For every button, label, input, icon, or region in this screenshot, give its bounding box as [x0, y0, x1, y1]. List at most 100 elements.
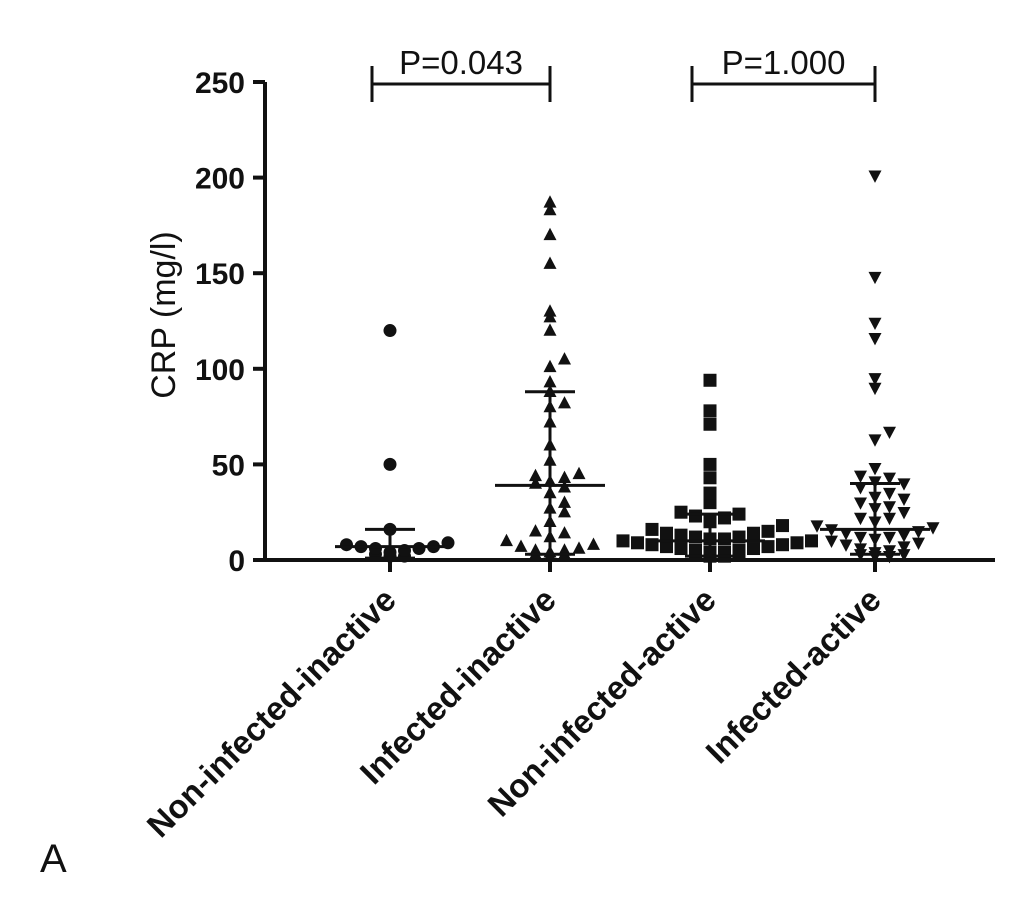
data-point: [616, 534, 630, 548]
data-point: [854, 482, 867, 495]
data-point: [854, 543, 867, 556]
data-point: [854, 497, 867, 510]
y-tick-label: 0: [228, 545, 245, 578]
data-point: [805, 534, 818, 548]
data-point: [897, 507, 911, 520]
data-point: [732, 543, 746, 557]
data-point: [674, 528, 688, 542]
data-point: [543, 227, 557, 241]
data-point: [868, 382, 882, 396]
data-point: [897, 529, 911, 543]
x-category-label: Non-infected-inactive: [140, 581, 403, 844]
y-axis-title: CRP (mg/l): [145, 231, 183, 399]
significance-brackets: P=0.043 P=1.000: [370, 44, 877, 102]
data-point: [572, 466, 586, 480]
data-point: [660, 526, 673, 540]
x-axis: Non-infected-inactiveInfected-inactiveNo…: [140, 558, 995, 844]
data-point: [897, 549, 911, 562]
data-point: [747, 526, 760, 540]
data-point: [883, 545, 896, 558]
data-point: [868, 271, 882, 285]
data-point: [558, 352, 571, 365]
data-point: [776, 519, 789, 533]
data-point: [810, 520, 824, 533]
y-tick-label: 100: [195, 354, 245, 387]
data-point: [883, 426, 896, 440]
data-point: [674, 542, 688, 556]
significance-bracket: [690, 66, 877, 102]
data-point: [703, 417, 717, 431]
data-point: [854, 531, 867, 545]
data-point: [703, 373, 717, 387]
data-point: [587, 537, 600, 550]
data-point: [689, 543, 702, 557]
data-point: [558, 495, 571, 508]
data-point: [340, 538, 353, 552]
data-point: [543, 375, 557, 388]
data-point: [543, 304, 557, 317]
data-point: [558, 396, 571, 409]
data-point: [718, 532, 731, 546]
y-tick-label: 250: [195, 67, 245, 100]
data-point: [897, 541, 911, 554]
data-point: [703, 486, 717, 500]
data-point: [703, 471, 717, 485]
data-point: [529, 524, 542, 537]
data-point: [897, 493, 911, 506]
data-point: [883, 512, 896, 526]
data-point: [868, 170, 882, 183]
data-points: [340, 170, 940, 564]
data-point: [732, 507, 746, 521]
data-point: [761, 524, 775, 538]
data-point: [543, 256, 557, 269]
data-point: [868, 333, 882, 346]
data-point: [883, 487, 896, 501]
data-point: [558, 470, 571, 483]
data-point: [543, 323, 557, 336]
data-point: [747, 542, 760, 556]
data-point: [558, 505, 571, 518]
data-point: [761, 540, 775, 554]
data-point: [558, 526, 571, 539]
data-point: [868, 317, 882, 331]
data-point: [839, 528, 853, 541]
p-value-label: P=1.000: [722, 44, 846, 81]
data-point: [703, 404, 717, 418]
data-point: [543, 202, 557, 216]
data-point: [883, 501, 896, 514]
data-point: [868, 463, 882, 476]
data-point: [529, 543, 542, 556]
x-category-label: Infected-active: [698, 581, 888, 771]
data-point: [500, 533, 513, 547]
data-point: [645, 522, 659, 536]
data-point: [558, 543, 571, 556]
data-point: [883, 472, 896, 485]
data-point: [674, 505, 688, 519]
data-point: [926, 522, 940, 535]
data-point: [897, 478, 911, 491]
data-point: [868, 373, 882, 386]
p-value-label: P=0.043: [399, 44, 523, 81]
y-tick-label: 50: [212, 449, 245, 482]
data-point: [854, 470, 867, 484]
data-point: [703, 457, 717, 471]
data-point: [839, 539, 853, 552]
data-point: [572, 541, 586, 554]
data-point: [514, 539, 528, 552]
data-point: [825, 535, 838, 549]
data-point: [631, 536, 644, 550]
data-point: [412, 542, 426, 556]
data-point: [529, 468, 542, 482]
data-point: [854, 512, 867, 526]
data-point: [543, 359, 557, 373]
median-iqr-lines: [335, 390, 930, 560]
panel-label: A: [40, 837, 67, 881]
significance-bracket: [370, 66, 552, 102]
y-tick-label: 150: [195, 258, 245, 291]
data-point: [543, 195, 557, 208]
data-point: [383, 324, 397, 338]
data-point: [868, 434, 882, 447]
data-point: [912, 537, 925, 550]
data-point: [776, 538, 789, 552]
